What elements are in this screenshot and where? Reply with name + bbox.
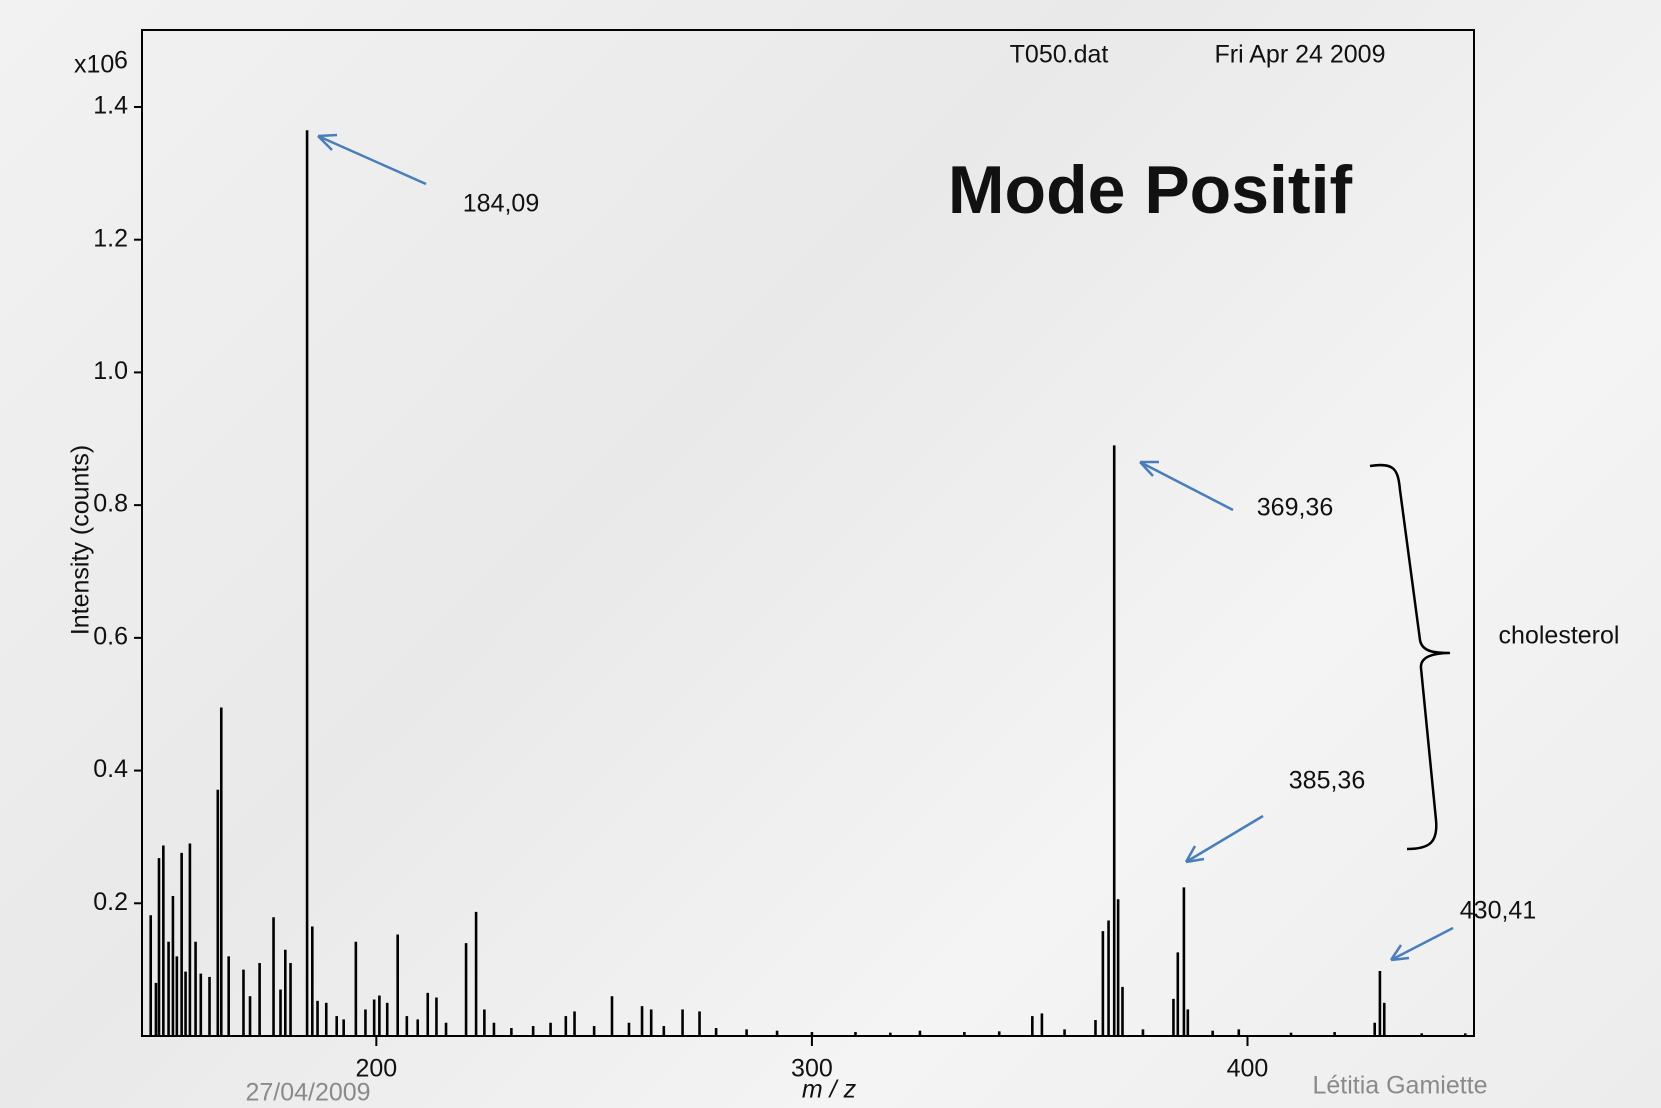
arrow <box>318 135 426 184</box>
header-file: T050.dat <box>1010 41 1109 69</box>
annotation: 385,36 <box>1289 767 1365 795</box>
x-tick-label: 300 <box>791 1055 833 1083</box>
x-tick-label: 400 <box>1227 1055 1269 1083</box>
arrow <box>1186 816 1263 862</box>
annotation: 184,09 <box>463 190 539 218</box>
footer-author: Létitia Gamiette <box>1312 1072 1487 1100</box>
y-tick-label: 0.2 <box>93 888 128 916</box>
y-axis-label: Intensity (counts) <box>67 445 95 635</box>
annotation: cholesterol <box>1499 622 1620 650</box>
arrow <box>1391 928 1453 960</box>
x-tick-label: 200 <box>355 1055 397 1083</box>
header-date: Fri Apr 24 2009 <box>1215 41 1386 69</box>
y-tick-label: 0.6 <box>93 622 128 650</box>
arrows <box>318 135 1453 960</box>
y-tick-label: 1.4 <box>93 92 128 120</box>
y-scale-exponent: 6 <box>114 47 128 75</box>
y-tick-label: 1.2 <box>93 224 128 252</box>
annotation: 369,36 <box>1257 494 1333 522</box>
chart-title: Mode Positif <box>948 152 1353 228</box>
brace <box>1370 465 1450 849</box>
footer-date: 27/04/2009 <box>245 1079 370 1107</box>
y-tick-label: 0.4 <box>93 755 128 783</box>
y-tick-label: 0.8 <box>93 490 128 518</box>
slide: T050.dat Fri Apr 24 2009 Mode Positif x1… <box>0 0 1661 1108</box>
y-tick-label: 1.0 <box>93 357 128 385</box>
arrow <box>1140 462 1233 510</box>
y-scale-label: x10 <box>74 51 114 79</box>
annotation: 430,41 <box>1460 897 1536 925</box>
